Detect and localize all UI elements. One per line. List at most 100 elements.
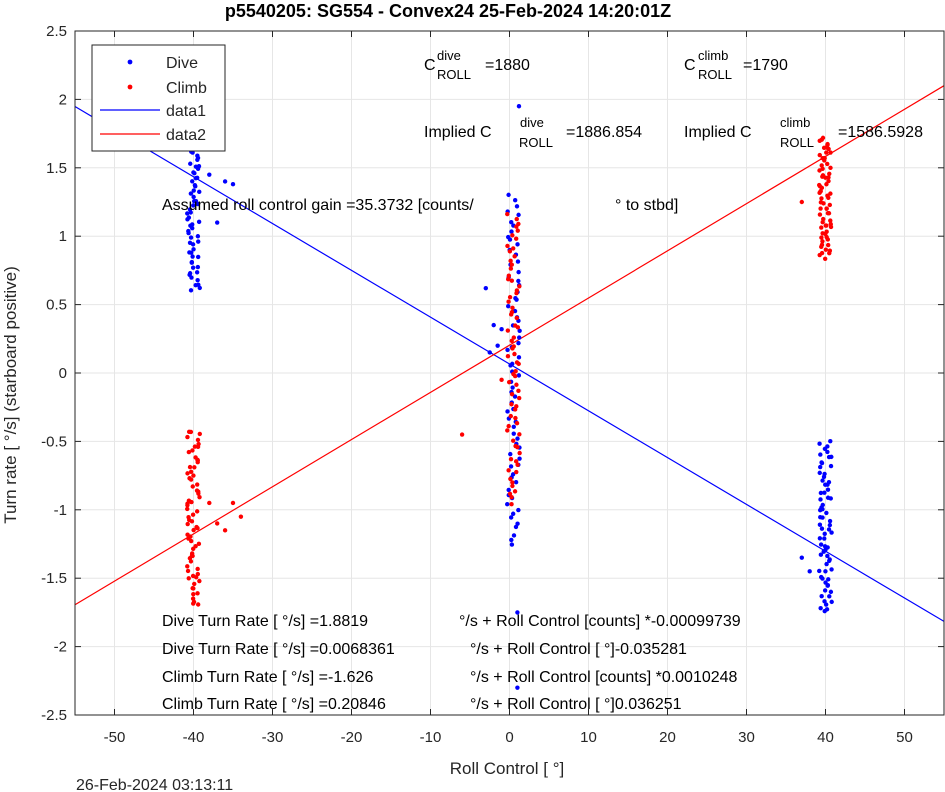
data-point <box>508 451 513 457</box>
data-point <box>513 369 518 374</box>
data-point <box>825 211 831 216</box>
data-point <box>189 519 195 524</box>
svg-text:°/s + Roll Control [counts] *0: °/s + Roll Control [counts] *0.0010248 <box>470 669 738 686</box>
data-point <box>508 515 514 520</box>
data-point <box>508 456 514 462</box>
data-point <box>819 242 825 248</box>
data-point <box>823 580 828 585</box>
data-point <box>509 502 514 507</box>
data-point <box>822 536 827 541</box>
data-point <box>196 164 202 169</box>
data-point <box>516 355 522 360</box>
data-point <box>185 506 190 512</box>
data-point <box>195 571 201 577</box>
svg-text:Implied C: Implied C <box>424 124 492 141</box>
svg-text:°/s + Roll Control [ °]-0.: °/s + Roll Control [ °]-0.035281 <box>470 641 687 658</box>
data-point <box>188 288 194 293</box>
data-point <box>511 335 517 340</box>
data-point <box>191 591 196 597</box>
data-point <box>190 512 196 517</box>
data-point <box>191 203 196 208</box>
data-point <box>514 288 520 293</box>
data-point <box>818 605 823 611</box>
equation-climb-counts: Climb Turn Rate [ °/s] =-1.626 <box>162 669 373 686</box>
x-tick-label: -50 <box>104 729 126 746</box>
data-point <box>828 221 833 227</box>
data-point <box>196 239 201 244</box>
data-point <box>825 487 831 492</box>
data-point <box>195 602 201 607</box>
svg-text:=1886.854: =1886.854 <box>566 124 642 141</box>
svg-text:climb: climb <box>698 48 728 63</box>
data-point <box>822 531 827 537</box>
data-point <box>510 305 515 311</box>
data-point <box>817 138 822 143</box>
data-point <box>508 258 513 264</box>
data-point <box>510 483 515 489</box>
data-point <box>516 340 521 346</box>
data-point <box>186 515 191 520</box>
data-point <box>822 599 827 604</box>
data-point <box>491 322 496 328</box>
data-point <box>185 471 190 476</box>
data-point <box>187 240 193 245</box>
data-point <box>191 188 196 193</box>
data-point <box>818 542 824 547</box>
data-point <box>185 211 190 216</box>
data-point <box>514 315 520 321</box>
legend: Dive Climb data1 data2 <box>91 44 226 152</box>
data-point <box>829 530 834 535</box>
data-point <box>826 178 831 184</box>
data-point <box>515 436 520 441</box>
data-point <box>506 192 511 198</box>
data-point <box>215 521 220 526</box>
data-point <box>820 478 825 483</box>
data-point <box>194 524 199 530</box>
legend-data2-label: data2 <box>166 127 206 144</box>
data-point <box>509 262 514 267</box>
data-point <box>195 254 201 260</box>
annotation-roll-gain: Assumed roll control gain =35.3732 [coun… <box>162 197 678 214</box>
data-point <box>818 189 823 194</box>
svg-text:Assumed roll control gain =35.: Assumed roll control gain =35.3732 [coun… <box>162 197 474 214</box>
data-point <box>192 465 197 470</box>
svg-text:=1790: =1790 <box>743 57 788 74</box>
data-point <box>820 135 826 141</box>
data-point <box>516 373 522 378</box>
svg-text:dive: dive <box>437 48 461 63</box>
data-point <box>506 273 512 278</box>
data-point <box>190 484 195 489</box>
svg-text:C: C <box>684 57 696 74</box>
data-point <box>515 521 520 526</box>
x-tick-label: -30 <box>262 729 284 746</box>
y-tick-label: -0.5 <box>41 433 67 450</box>
data-point <box>817 568 822 574</box>
legend-dive-label: Dive <box>166 55 198 72</box>
data-point <box>509 278 515 283</box>
data-point <box>817 212 823 217</box>
x-axis-label: Roll Control [ °] <box>450 759 565 778</box>
data-point <box>516 278 521 284</box>
data-point <box>509 338 514 344</box>
data-point <box>824 229 829 234</box>
data-point <box>513 415 518 421</box>
data-point <box>510 511 516 516</box>
data-point <box>191 527 196 533</box>
x-tick-label: 10 <box>580 729 597 746</box>
data-point <box>190 265 196 270</box>
data-point <box>507 295 513 300</box>
data-point <box>823 602 829 607</box>
data-point <box>824 561 829 567</box>
data-point <box>487 350 492 355</box>
data-point <box>515 685 520 690</box>
data-point <box>194 488 200 493</box>
data-point <box>187 207 193 212</box>
data-point <box>495 343 500 348</box>
x-tick-label: 0 <box>505 729 513 746</box>
data-point <box>817 522 823 527</box>
legend-dive-marker <box>127 59 133 65</box>
x-tick-label: 20 <box>659 729 676 746</box>
data-point <box>513 443 518 449</box>
data-point <box>197 431 202 437</box>
legend-climb-marker <box>127 84 133 90</box>
